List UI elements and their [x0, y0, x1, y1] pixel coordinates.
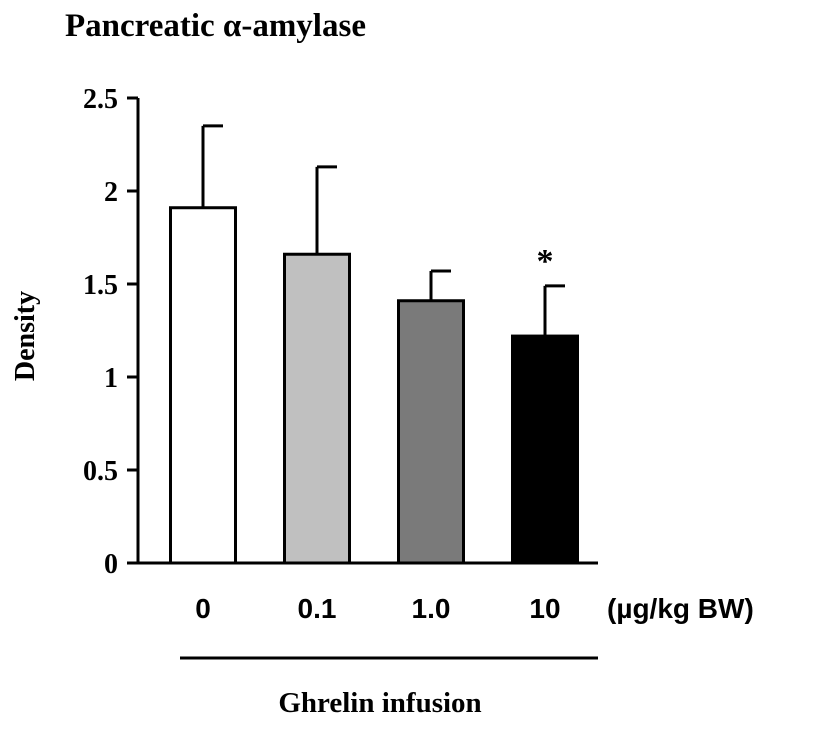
y-tick-label: 1	[104, 363, 118, 394]
x-axis-label: Ghrelin infusion	[278, 687, 481, 719]
bar-0	[169, 206, 237, 565]
bars-layer	[169, 206, 579, 565]
x-tick-label: 0.1	[298, 593, 337, 624]
x-axis-unit-label: (µg/kg BW)	[607, 593, 754, 624]
significance-marker: *	[537, 243, 554, 280]
bar-10	[511, 334, 579, 565]
y-tick-label: 2	[104, 177, 118, 208]
x-tick-label: 0	[195, 593, 211, 624]
bar-1.0	[397, 299, 465, 565]
y-tick-label: 2.5	[83, 84, 118, 115]
x-tick-label: 10	[529, 593, 560, 624]
y-tick-label: 0	[104, 549, 118, 580]
error-bars-layer	[201, 124, 565, 337]
x-tick-label: 1.0	[412, 593, 451, 624]
axes-layer	[127, 96, 598, 565]
y-tick-label: 0.5	[83, 456, 118, 487]
y-axis-label: Density	[10, 291, 41, 381]
labels-layer: 0 0.1 1.0 * 10 0 0.5 1 1.5 2 2.5	[83, 84, 561, 624]
bar-0.1	[283, 252, 351, 565]
chart-title: Pancreatic α-amylase	[65, 8, 366, 44]
y-tick-label: 1.5	[83, 270, 118, 301]
